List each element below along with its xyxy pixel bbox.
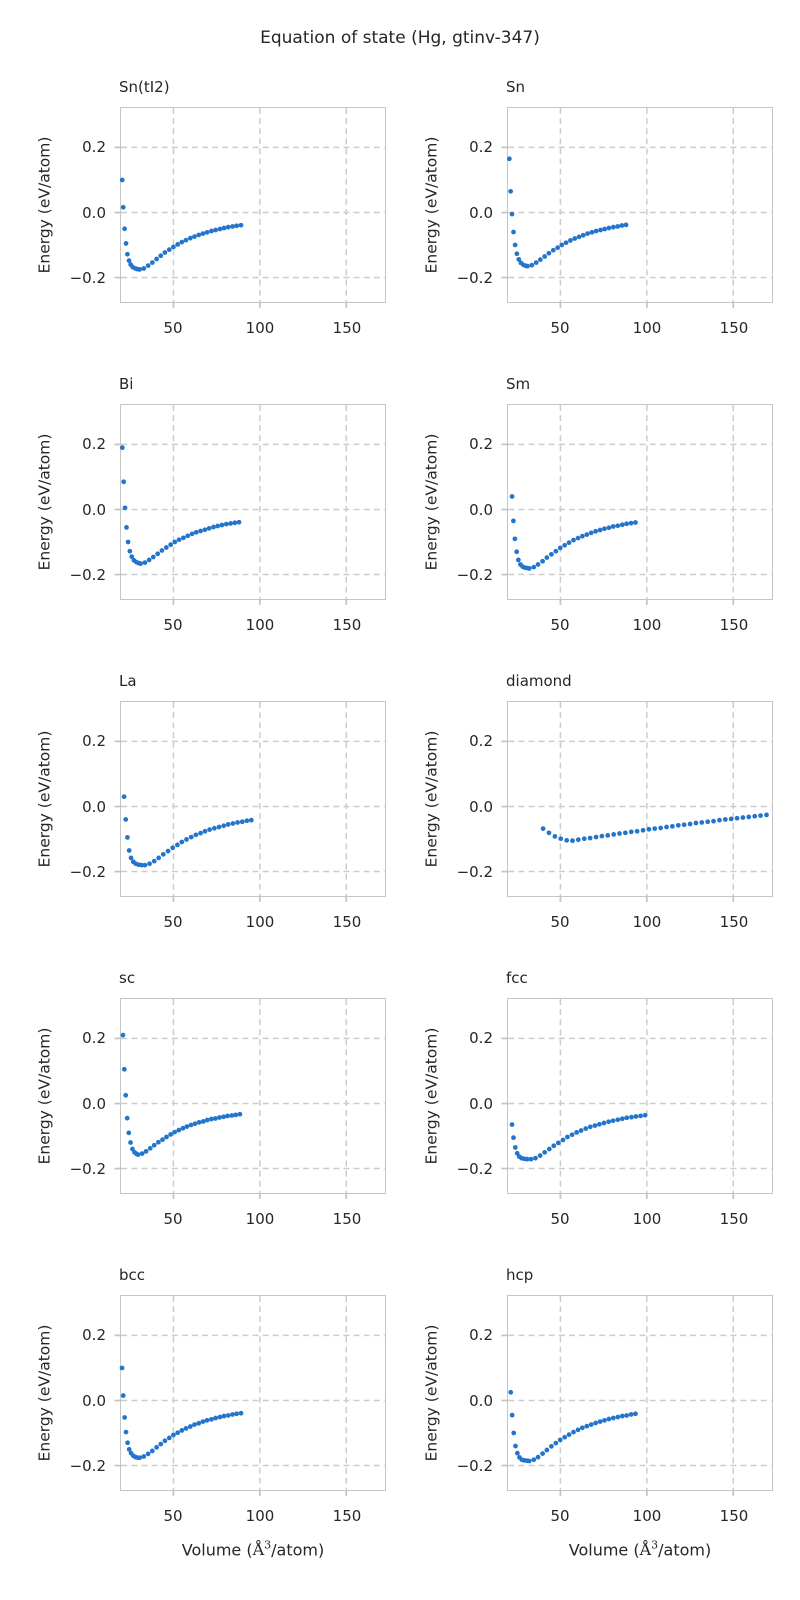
x-tick-label: 150 <box>332 1210 362 1228</box>
x-tick-label: 150 <box>332 913 362 931</box>
x-tick-label: 100 <box>632 1507 662 1525</box>
subplot-sn-ti2: Sn(tI2) Energy (eV/atom) 0.2 0.0 −0.2 50… <box>35 78 386 337</box>
y-tick-label: 0.0 <box>469 204 493 222</box>
y-tick-label: 0.0 <box>82 798 106 816</box>
x-axis-label: Volume (Å3/atom) <box>181 1539 325 1560</box>
plot-area <box>501 107 773 308</box>
y-tick-label: 0.0 <box>469 1095 493 1113</box>
plot-area <box>501 1295 773 1496</box>
x-tick-label: 50 <box>550 1507 570 1525</box>
subplot-hcp: hcp Energy (eV/atom) 0.2 0.0 −0.2 50 100… <box>422 1266 773 1559</box>
x-tick-label: 50 <box>550 616 570 634</box>
x-axis-label: Volume (Å3/atom) <box>568 1539 712 1560</box>
y-tick-label: −0.2 <box>456 566 493 584</box>
y-tick-label: 0.2 <box>82 1326 106 1344</box>
y-tick-label: 0.2 <box>469 732 493 750</box>
y-tick-label: 0.2 <box>469 1029 493 1047</box>
subplot-diamond: diamond Energy (eV/atom) 0.2 0.0 −0.2 50… <box>422 672 773 931</box>
y-tick-label: 0.0 <box>82 1392 106 1410</box>
plot-area <box>501 404 773 605</box>
subplot-title: diamond <box>506 672 572 690</box>
plot-area <box>501 701 773 902</box>
plot-area <box>114 1295 386 1496</box>
subplot-sn: Sn Energy (eV/atom) 0.2 0.0 −0.2 50 100 … <box>422 78 773 337</box>
y-tick-label: 0.2 <box>469 1326 493 1344</box>
x-tick-label: 50 <box>550 1210 570 1228</box>
x-tick-label: 50 <box>163 1210 183 1228</box>
y-tick-label: −0.2 <box>456 863 493 881</box>
x-tick-label: 100 <box>245 616 275 634</box>
subplot-title: La <box>119 672 137 690</box>
y-tick-label: 0.2 <box>82 435 106 453</box>
x-tick-label: 150 <box>719 319 749 337</box>
x-tick-label: 50 <box>550 913 570 931</box>
x-tick-label: 50 <box>163 616 183 634</box>
subplot-title: hcp <box>506 1266 534 1284</box>
x-tick-label: 100 <box>245 1210 275 1228</box>
plot-area <box>501 998 773 1199</box>
subplot-title: sc <box>119 969 136 987</box>
x-tick-label: 150 <box>332 616 362 634</box>
subplot-title: Sn <box>506 78 526 96</box>
y-tick-label: −0.2 <box>456 269 493 287</box>
y-tick-label: −0.2 <box>69 1160 106 1178</box>
y-tick-label: 0.2 <box>82 732 106 750</box>
subplot-la: La Energy (eV/atom) 0.2 0.0 −0.2 50 100 … <box>35 672 386 931</box>
x-tick-label: 50 <box>163 1507 183 1525</box>
x-tick-label: 150 <box>719 1210 749 1228</box>
y-tick-label: 0.0 <box>82 204 106 222</box>
x-tick-label: 150 <box>719 913 749 931</box>
x-tick-label: 100 <box>245 1507 275 1525</box>
x-tick-label: 50 <box>163 319 183 337</box>
y-tick-label: 0.0 <box>82 501 106 519</box>
subplot-title: Sm <box>506 375 531 393</box>
plot-area <box>114 701 386 902</box>
subplot-title: Sn(tI2) <box>119 78 170 96</box>
y-tick-label: 0.2 <box>82 1029 106 1047</box>
subplot-fcc: fcc Energy (eV/atom) 0.2 0.0 −0.2 50 100… <box>422 969 773 1228</box>
y-tick-label: −0.2 <box>69 566 106 584</box>
subplot-title: bcc <box>119 1266 146 1284</box>
y-tick-label: −0.2 <box>69 863 106 881</box>
x-tick-label: 150 <box>719 1507 749 1525</box>
subplot-title: fcc <box>506 969 528 987</box>
x-tick-label: 150 <box>719 616 749 634</box>
x-tick-label: 50 <box>163 913 183 931</box>
x-tick-label: 150 <box>332 1507 362 1525</box>
subplot-sm: Sm Energy (eV/atom) 0.2 0.0 −0.2 50 100 … <box>422 375 773 634</box>
y-tick-label: −0.2 <box>69 269 106 287</box>
x-tick-label: 100 <box>632 319 662 337</box>
subplot-title: Bi <box>119 375 134 393</box>
x-tick-label: 100 <box>632 913 662 931</box>
subplot-bi: Bi Energy (eV/atom) 0.2 0.0 −0.2 50 100 … <box>35 375 386 634</box>
x-tick-label: 100 <box>245 913 275 931</box>
y-tick-label: 0.0 <box>469 1392 493 1410</box>
y-tick-label: 0.2 <box>82 138 106 156</box>
y-tick-label: 0.0 <box>469 501 493 519</box>
y-tick-label: 0.0 <box>82 1095 106 1113</box>
x-tick-label: 100 <box>632 1210 662 1228</box>
x-tick-label: 50 <box>550 319 570 337</box>
x-tick-label: 100 <box>632 616 662 634</box>
y-tick-label: −0.2 <box>456 1457 493 1475</box>
plot-area <box>114 107 386 308</box>
plot-area <box>114 998 386 1199</box>
y-tick-label: −0.2 <box>69 1457 106 1475</box>
y-tick-label: −0.2 <box>456 1160 493 1178</box>
y-tick-label: 0.2 <box>469 138 493 156</box>
x-tick-label: 150 <box>332 319 362 337</box>
y-tick-label: 0.0 <box>469 798 493 816</box>
figure-title: Equation of state (Hg, gtinv-347) <box>260 28 540 48</box>
x-tick-label: 100 <box>245 319 275 337</box>
subplot-sc: sc Energy (eV/atom) 0.2 0.0 −0.2 50 100 … <box>35 969 386 1228</box>
plot-area <box>114 404 386 605</box>
subplot-bcc: bcc Energy (eV/atom) 0.2 0.0 −0.2 50 100… <box>35 1266 386 1559</box>
y-tick-label: 0.2 <box>469 435 493 453</box>
